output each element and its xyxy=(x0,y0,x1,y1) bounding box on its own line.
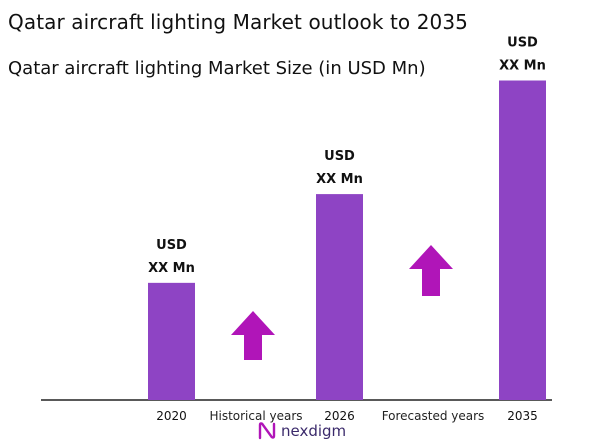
data-label-2026-1: USD xyxy=(324,149,355,164)
data-label-2020-1: USD xyxy=(156,238,187,253)
logo-text: nexdigm xyxy=(281,422,347,440)
up-arrow-icon xyxy=(231,311,275,360)
up-arrow-icon xyxy=(409,245,453,296)
nexdigm-logo: nexdigm xyxy=(258,422,346,440)
x-tick-label-2026: 2026 xyxy=(324,409,355,423)
chart-subtitle: Qatar aircraft lighting Market Size (in … xyxy=(8,58,426,79)
bar-2026 xyxy=(316,194,363,400)
data-label-2035-2: XX Mn xyxy=(499,59,546,74)
bar-2020 xyxy=(148,282,195,400)
page-title: Qatar aircraft lighting Market outlook t… xyxy=(8,10,469,34)
x-tick-label-2035: 2035 xyxy=(507,409,538,423)
data-label-2035-1: USD xyxy=(507,36,538,51)
x-tick-label-2020: 2020 xyxy=(156,409,187,423)
annotation-label-1: Historical years xyxy=(209,409,302,423)
bar-2035 xyxy=(499,80,546,400)
annotation-label-2: Forecasted years xyxy=(382,409,485,423)
nexdigm-n-icon xyxy=(258,422,276,440)
data-label-2020-2: XX Mn xyxy=(148,261,195,276)
data-label-2026-2: XX Mn xyxy=(316,172,363,187)
